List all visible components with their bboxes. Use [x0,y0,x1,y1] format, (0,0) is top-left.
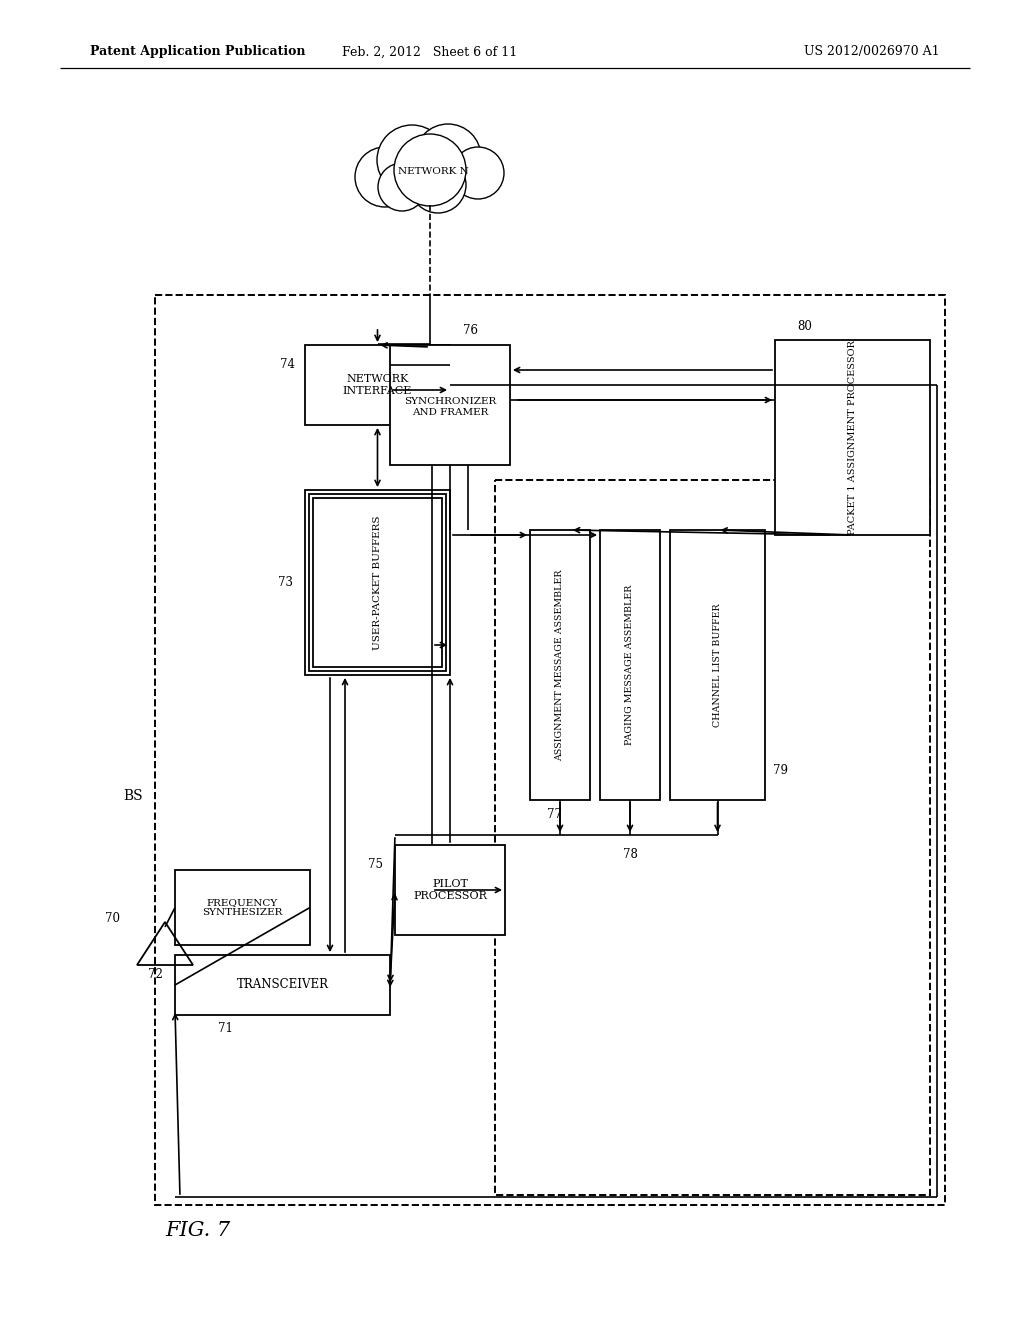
Text: 75: 75 [368,858,383,871]
Bar [305,345,450,425]
Circle shape [378,162,426,211]
Circle shape [355,147,415,207]
Bar [530,531,590,800]
Text: 80: 80 [798,319,812,333]
Text: FIG. 7: FIG. 7 [165,1221,230,1239]
Bar [155,294,945,1205]
Text: Patent Application Publication: Patent Application Publication [90,45,305,58]
Text: TRANSCEIVER: TRANSCEIVER [237,978,329,991]
Text: 72: 72 [148,969,163,982]
Circle shape [452,147,504,199]
Text: 70: 70 [105,912,120,924]
Text: PILOT
PROCESSOR: PILOT PROCESSOR [413,879,487,900]
Bar [309,494,446,671]
Text: US 2012/0026970 A1: US 2012/0026970 A1 [805,45,940,58]
Text: NETWORK N: NETWORK N [397,166,468,176]
Bar [175,870,310,945]
Bar [670,531,765,800]
Bar [175,954,390,1015]
Text: 77: 77 [548,808,562,821]
Circle shape [394,135,466,206]
Text: SYNCHRONIZER
AND FRAMER: SYNCHRONIZER AND FRAMER [403,397,496,417]
Text: PACKET 1 ASSIGNMENT PROCESSOR: PACKET 1 ASSIGNMENT PROCESSOR [848,341,857,535]
Bar [775,341,930,535]
Bar [395,845,505,935]
Text: CHANNEL LIST BUFFER: CHANNEL LIST BUFFER [713,603,722,727]
Text: 76: 76 [463,325,477,338]
Text: 79: 79 [773,763,788,776]
Bar [495,480,930,1195]
Bar [600,531,660,800]
Bar [313,498,442,667]
Text: USER-PACKET BUFFERS: USER-PACKET BUFFERS [373,515,382,649]
Text: ASSIGNMENT MESSAGE ASSEMBLER: ASSIGNMENT MESSAGE ASSEMBLER [555,569,564,760]
Text: 73: 73 [278,576,293,589]
Text: Feb. 2, 2012   Sheet 6 of 11: Feb. 2, 2012 Sheet 6 of 11 [342,45,517,58]
Text: FREQUENCY
SYNTHESIZER: FREQUENCY SYNTHESIZER [203,898,283,917]
Text: BS: BS [123,788,143,803]
Bar [305,490,450,675]
Bar [390,345,510,465]
Circle shape [415,124,481,190]
Circle shape [377,125,447,195]
Bar [396,351,504,459]
Text: 74: 74 [280,359,295,371]
Text: NETWORK
INTERFACE: NETWORK INTERFACE [343,374,413,396]
Circle shape [410,157,466,213]
Text: 71: 71 [217,1023,232,1035]
Text: 78: 78 [623,849,637,862]
Text: PAGING MESSAGE ASSEMBLER: PAGING MESSAGE ASSEMBLER [626,585,635,746]
Bar [393,348,507,462]
